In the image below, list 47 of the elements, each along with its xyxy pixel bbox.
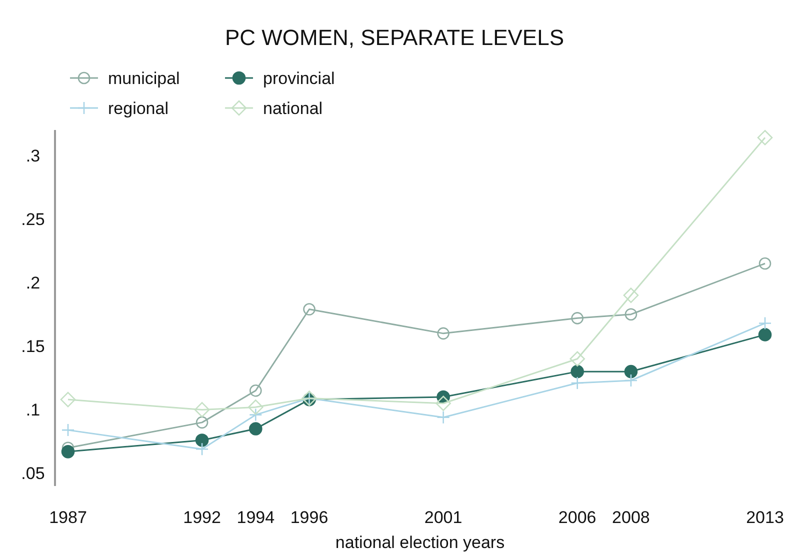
x-tick-label: 2001 (424, 508, 462, 527)
point (195, 442, 209, 456)
point (248, 400, 264, 415)
point (571, 312, 584, 324)
point (249, 408, 262, 422)
x-tick-label: 2013 (746, 508, 784, 527)
point (437, 327, 450, 340)
point (624, 308, 638, 321)
point (61, 445, 75, 458)
y-tick-label: .05 (21, 464, 45, 484)
x-tick-label: 1996 (290, 508, 328, 527)
y-tick-label: .1 (26, 400, 40, 420)
x-tick-label: 1987 (49, 508, 87, 527)
y-tick-label: .25 (21, 210, 45, 229)
x-axis-title: national election years (335, 533, 505, 552)
point (570, 351, 585, 367)
point (250, 384, 262, 397)
x-tick-label: 1992 (183, 508, 221, 527)
legend-label: municipal (108, 68, 180, 88)
x-tick-label: 1994 (236, 508, 275, 527)
point (61, 423, 75, 437)
point (570, 376, 584, 390)
point (758, 257, 772, 270)
legend-label: provincial (263, 68, 335, 88)
point (436, 396, 451, 412)
point (194, 402, 210, 418)
x-tick-label: 2008 (612, 508, 650, 527)
chart-title: PC WOMEN, SEPARATE LEVELS (224, 25, 564, 50)
point (758, 328, 772, 342)
point (60, 392, 76, 408)
point (249, 422, 262, 436)
point (436, 410, 450, 424)
point (303, 303, 316, 316)
legend-label: national (263, 98, 323, 118)
y-tick-label: .3 (26, 146, 40, 166)
point (624, 364, 638, 378)
point (624, 374, 638, 388)
point (196, 416, 208, 429)
legend-label: regional (108, 98, 168, 118)
point (758, 316, 772, 330)
x-tick-label: 2006 (558, 508, 596, 527)
y-tick-label: .15 (21, 337, 45, 356)
point (623, 288, 639, 303)
y-tick-label: .2 (26, 274, 40, 293)
point (757, 130, 773, 146)
point (195, 434, 209, 447)
point (570, 364, 584, 378)
